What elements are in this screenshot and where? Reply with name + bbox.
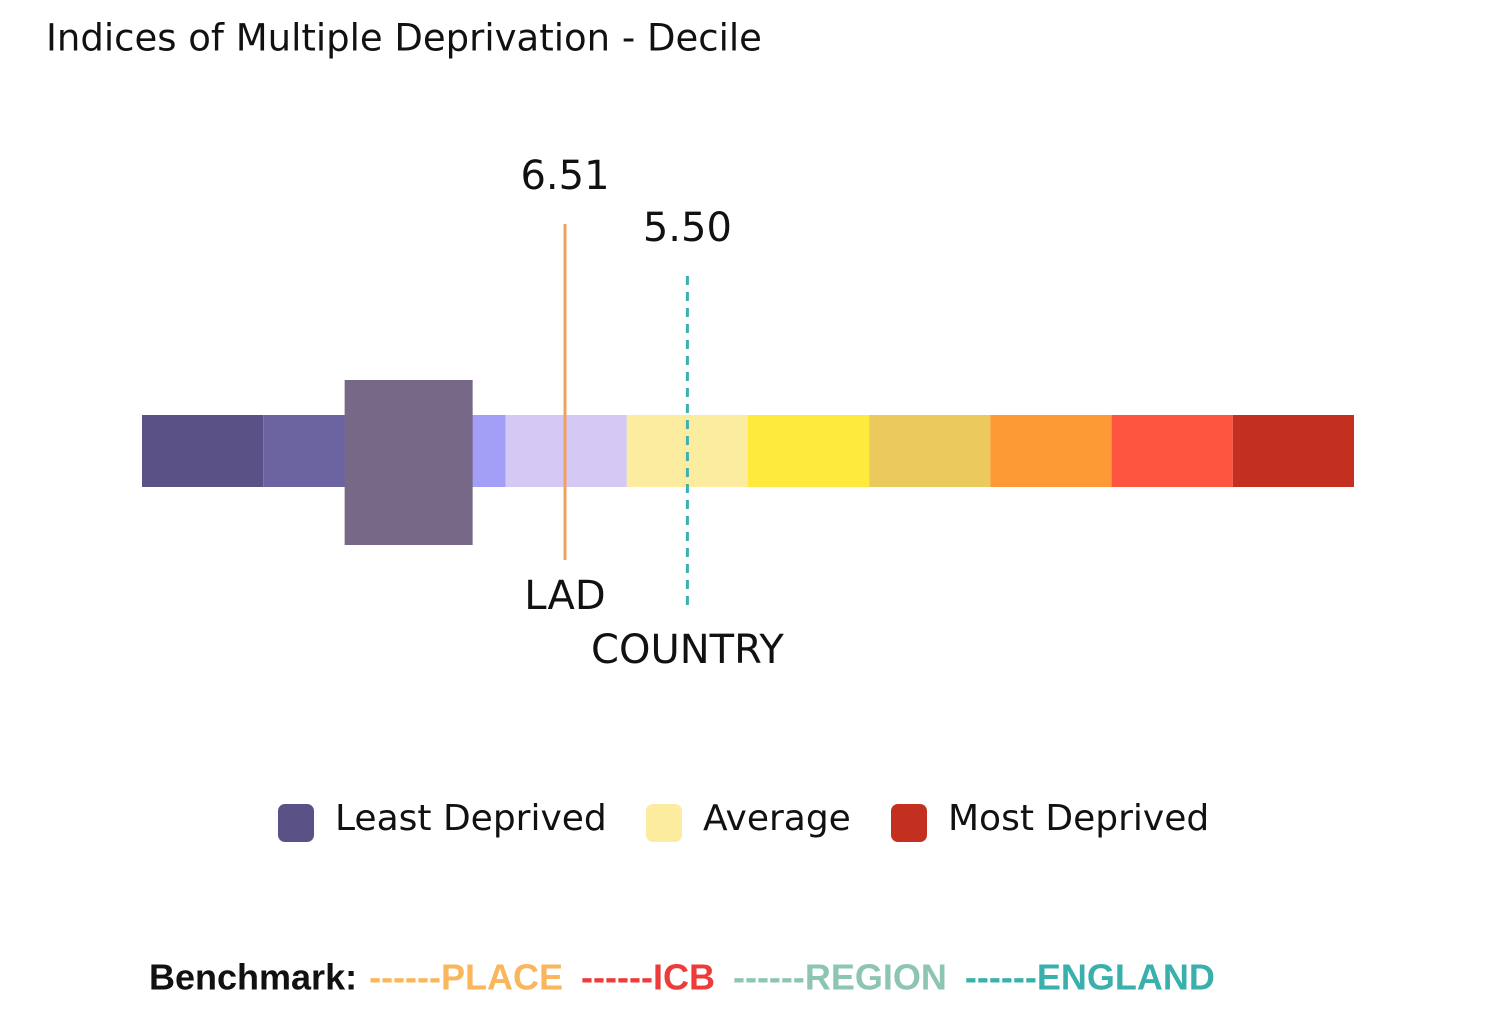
- area-marker: [344, 380, 473, 545]
- legend-swatch: [891, 804, 927, 842]
- decile-segment: [1111, 415, 1233, 487]
- legend-label: Average: [703, 798, 851, 839]
- reference-name: LAD: [524, 573, 605, 619]
- decile-segment: [142, 415, 264, 487]
- benchmark-label: Benchmark:: [149, 957, 357, 998]
- decile-segment: [990, 415, 1112, 487]
- reference-value: 5.50: [643, 205, 732, 251]
- decile-segment: [1232, 415, 1354, 487]
- legend-swatch: [278, 804, 314, 842]
- decile-segment: [748, 415, 870, 487]
- chart-title: Indices of Multiple Deprivation - Decile: [46, 17, 762, 60]
- legend-label: Least Deprived: [335, 798, 607, 839]
- benchmark-item: ------ENGLAND: [965, 957, 1215, 998]
- decile-segment: [869, 415, 991, 487]
- benchmark-item: ------REGION: [733, 957, 947, 998]
- reference-value: 6.51: [520, 153, 609, 199]
- legend-swatch: [646, 804, 682, 842]
- legend-label: Most Deprived: [948, 798, 1209, 839]
- benchmark-item: ------PLACE: [369, 957, 563, 998]
- benchmark-item: ------ICB: [581, 957, 715, 998]
- reference-name: COUNTRY: [591, 627, 784, 673]
